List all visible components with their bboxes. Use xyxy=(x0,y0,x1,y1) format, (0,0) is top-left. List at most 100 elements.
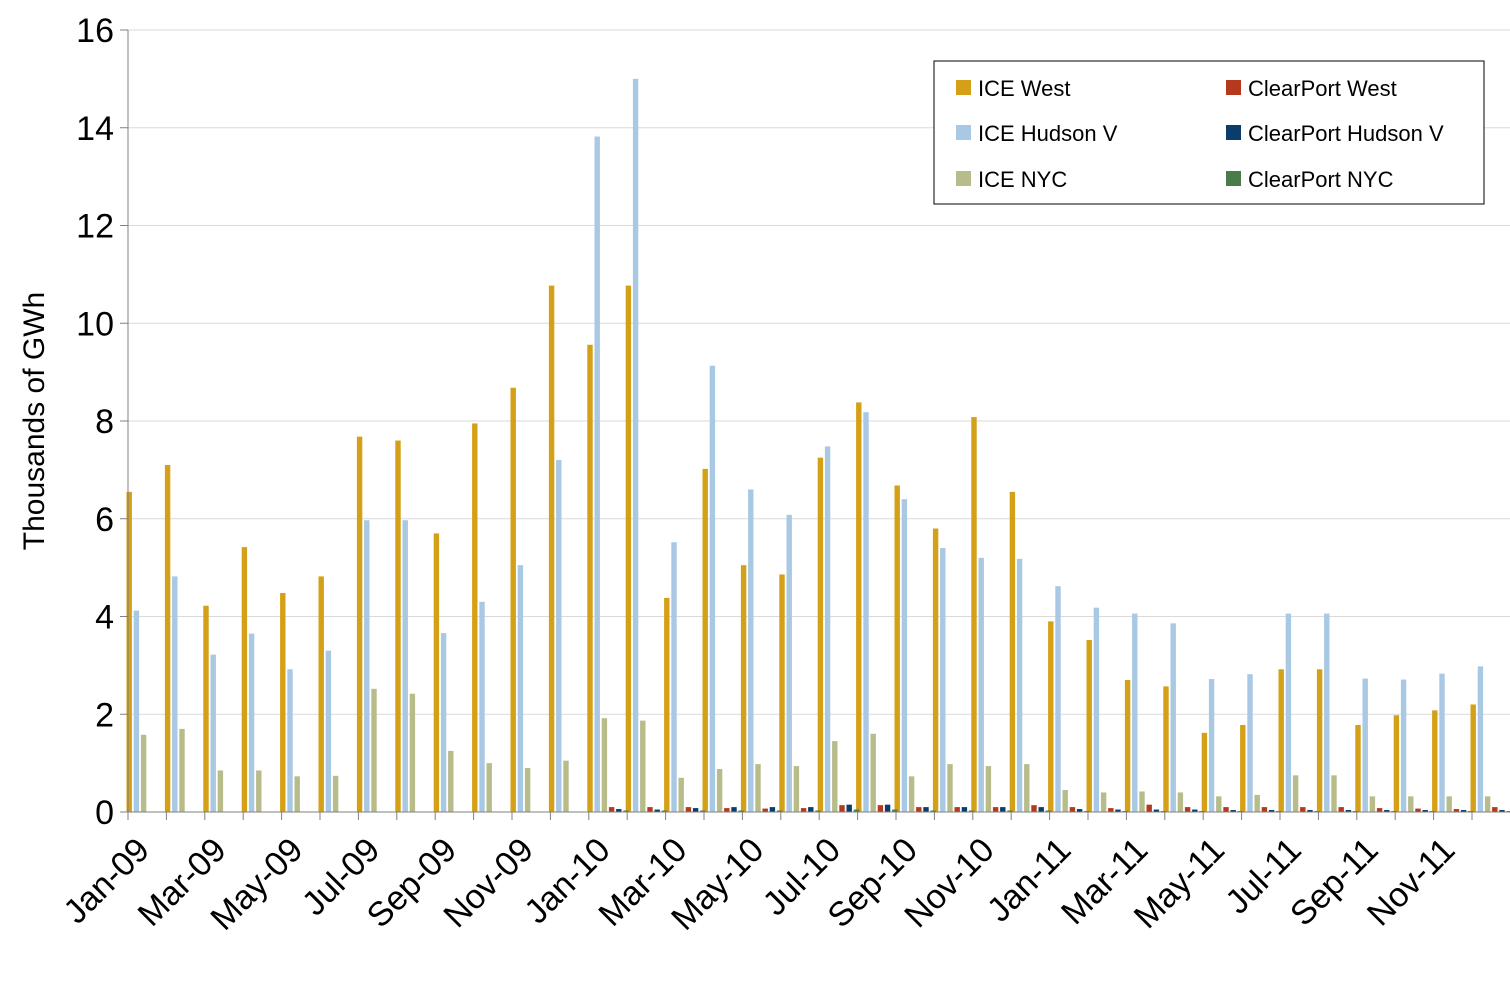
bar-ice-west xyxy=(318,576,324,812)
bar-ice-nyc xyxy=(486,763,492,813)
bar-ice-hudson-v xyxy=(133,610,140,812)
bar-ice-nyc xyxy=(448,750,454,812)
bar-ice-nyc xyxy=(947,764,953,812)
bar-clearport-hudson-v xyxy=(1038,807,1044,812)
bar-clearport-west xyxy=(1261,807,1268,812)
bar-ice-hudson-v xyxy=(594,136,600,813)
bar-ice-west xyxy=(856,402,862,812)
bar-clearport-west xyxy=(724,808,730,812)
bar-clearport-west xyxy=(1184,807,1191,812)
bar-ice-west xyxy=(203,605,209,812)
bar-clearport-nyc xyxy=(623,810,629,812)
bar-clearport-nyc xyxy=(892,809,898,812)
bar-ice-hudson-v xyxy=(786,514,792,812)
bar-clearport-hudson-v xyxy=(1268,810,1275,812)
bar-ice-hudson-v xyxy=(1439,673,1445,812)
bar-ice-hudson-v xyxy=(978,557,984,812)
bar-ice-west xyxy=(1009,491,1016,812)
bar-ice-west xyxy=(548,285,555,812)
y-axis-title: Thousands of GWh xyxy=(18,292,51,550)
bar-ice-nyc xyxy=(716,768,723,812)
bar-ice-nyc xyxy=(832,741,838,812)
bar-ice-west xyxy=(472,423,478,812)
bar-ice-west xyxy=(1432,710,1438,812)
legend-swatch-clearport-west xyxy=(1226,80,1241,95)
legend-label-ice-hudson-v: ICE Hudson V xyxy=(978,121,1118,146)
bar-clearport-hudson-v xyxy=(846,804,852,812)
bar-clearport-hudson-v xyxy=(961,807,968,812)
bar-clearport-hudson-v xyxy=(616,809,622,812)
bar-clearport-west xyxy=(1338,807,1344,812)
bar-ice-west xyxy=(1278,669,1284,812)
bar-clearport-nyc xyxy=(776,810,783,812)
bar-ice-nyc xyxy=(678,777,684,812)
legend-box xyxy=(933,60,1485,205)
y-tick-label: 12 xyxy=(76,208,114,246)
bar-ice-nyc xyxy=(563,760,569,812)
bar-clearport-hudson-v xyxy=(1153,809,1160,812)
bar-clearport-west xyxy=(839,805,845,812)
bar-ice-hudson-v xyxy=(172,576,178,812)
bar-clearport-nyc xyxy=(700,810,706,812)
y-tick-label: 0 xyxy=(95,794,114,832)
bar-ice-nyc xyxy=(256,770,262,812)
bar-ice-hudson-v xyxy=(1093,607,1100,812)
legend-label-ice-nyc: ICE NYC xyxy=(978,167,1067,192)
bar-clearport-hudson-v xyxy=(1230,810,1236,812)
y-tick-label: 2 xyxy=(95,696,114,734)
bar-ice-nyc xyxy=(1292,775,1299,812)
y-tick-label: 14 xyxy=(76,110,114,148)
bar-ice-nyc xyxy=(179,728,185,812)
bar-clearport-nyc xyxy=(738,810,744,812)
bar-ice-west xyxy=(702,468,708,812)
bar-ice-hudson-v xyxy=(901,499,908,812)
bar-ice-west xyxy=(126,491,132,812)
bar-ice-hudson-v xyxy=(1400,679,1407,812)
bar-clearport-west xyxy=(916,807,922,812)
bar-ice-west xyxy=(356,436,363,812)
bar-ice-west xyxy=(1086,639,1092,812)
legend-swatch-ice-nyc xyxy=(956,171,971,186)
bar-ice-west xyxy=(894,485,900,812)
bar-clearport-west xyxy=(1492,807,1498,812)
bar-clearport-west xyxy=(1108,808,1114,812)
bar-clearport-hudson-v xyxy=(731,807,737,812)
legend-swatch-clearport-hudson-v xyxy=(1226,125,1241,140)
bar-ice-west xyxy=(1163,686,1169,812)
bar-ice-west xyxy=(1470,704,1476,812)
bar-ice-hudson-v xyxy=(1016,558,1023,812)
bar-clearport-west xyxy=(1300,807,1306,812)
bar-clearport-hudson-v xyxy=(692,808,699,812)
bar-ice-west xyxy=(932,528,939,812)
bar-clearport-nyc xyxy=(853,809,860,812)
bar-clearport-west xyxy=(1376,808,1383,812)
bar-ice-west xyxy=(779,574,785,812)
bar-ice-nyc xyxy=(1369,796,1376,812)
bar-clearport-west xyxy=(1415,808,1421,812)
legend-swatch-clearport-nyc xyxy=(1226,171,1241,186)
bar-ice-nyc xyxy=(1177,792,1184,812)
bar-clearport-nyc xyxy=(930,810,936,812)
bar-ice-west xyxy=(164,464,171,812)
bar-clearport-west xyxy=(1453,809,1460,812)
bar-ice-nyc xyxy=(1331,775,1337,812)
bar-ice-hudson-v xyxy=(1170,623,1176,812)
bar-ice-west xyxy=(625,285,632,812)
bar-ice-nyc xyxy=(870,733,876,812)
bar-clearport-hudson-v xyxy=(1460,810,1467,812)
bar-ice-west xyxy=(1355,725,1361,812)
bar-ice-nyc xyxy=(793,766,800,812)
bar-clearport-hudson-v xyxy=(769,807,776,812)
bar-clearport-nyc xyxy=(661,810,668,812)
bar-ice-hudson-v xyxy=(325,650,332,812)
bar-clearport-hudson-v xyxy=(923,807,929,812)
bar-clearport-nyc xyxy=(968,810,975,812)
bar-clearport-hudson-v xyxy=(1000,807,1006,812)
y-tick-label: 6 xyxy=(95,501,114,539)
bar-ice-west xyxy=(433,533,440,812)
bar-clearport-hudson-v xyxy=(1422,810,1428,812)
bar-ice-hudson-v xyxy=(1247,674,1253,812)
bar-ice-nyc xyxy=(985,766,992,812)
bar-ice-hudson-v xyxy=(671,542,677,812)
